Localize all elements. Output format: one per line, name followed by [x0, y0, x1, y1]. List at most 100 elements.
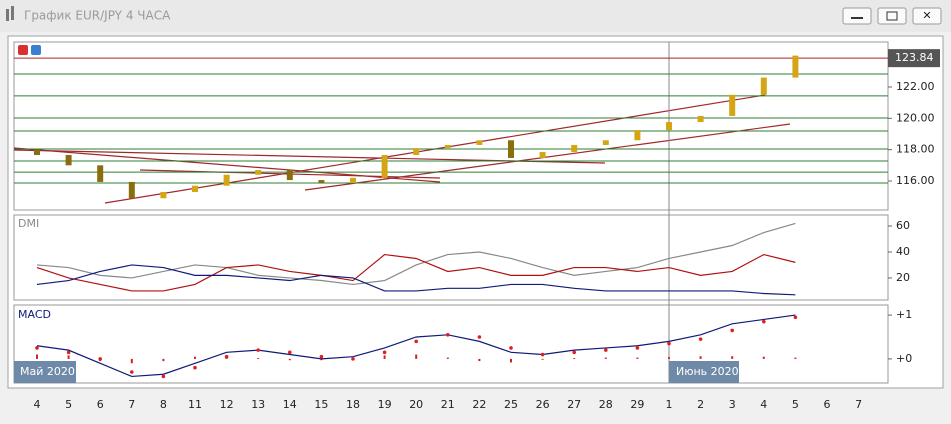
signal-dot	[635, 346, 640, 350]
x-tick-label: 1	[666, 398, 673, 411]
minimize-icon	[851, 17, 863, 19]
histogram-bar	[699, 356, 702, 359]
close-button[interactable]	[912, 7, 942, 25]
x-tick-label: 7	[128, 398, 135, 411]
panel-title: MACD	[18, 308, 51, 321]
signal-dot	[98, 357, 102, 361]
y-tick-label: 20	[896, 271, 910, 284]
signal-dot	[572, 350, 576, 355]
x-tick-label: 2	[697, 398, 704, 411]
x-tick-label: 28	[599, 398, 613, 411]
y-tick-label: 60	[896, 219, 910, 232]
signal-dot	[66, 350, 71, 355]
histogram-bar	[415, 354, 418, 359]
x-tick-label: 19	[378, 398, 392, 411]
x-tick-label: 27	[567, 398, 581, 411]
x-tick-label: 5	[65, 398, 72, 411]
x-tick-label: 8	[160, 398, 167, 411]
series-line	[36, 253, 796, 292]
y-tick-label: 118.00	[896, 143, 935, 156]
candle	[192, 185, 198, 192]
histogram-bar	[541, 358, 544, 360]
period-box	[14, 361, 76, 383]
color-button-blue[interactable]	[31, 45, 41, 55]
x-tick-label: 18	[346, 398, 360, 411]
x-tick-label: 25	[504, 398, 518, 411]
histogram-bar	[383, 355, 386, 359]
candle	[476, 140, 483, 145]
candle	[318, 180, 325, 184]
period-box	[669, 361, 739, 383]
signal-dot	[351, 357, 355, 361]
candle	[381, 154, 388, 178]
restore-button[interactable]	[877, 7, 907, 25]
candle	[729, 94, 736, 116]
last-price-box	[888, 49, 940, 68]
x-tick-label: 15	[314, 398, 328, 411]
signal-dot	[540, 352, 545, 357]
signal-dot	[224, 354, 229, 359]
signal-dot	[477, 335, 482, 339]
color-button-red[interactable]	[18, 45, 28, 55]
histogram-bar	[604, 357, 607, 359]
candle	[97, 165, 104, 182]
x-tick-label: 4	[760, 398, 767, 411]
signal-dot	[698, 337, 703, 341]
candle	[760, 77, 767, 95]
histogram-bar	[162, 358, 165, 362]
signal-dot	[667, 341, 671, 346]
x-tick-label: 4	[34, 398, 41, 411]
signal-dot	[161, 374, 166, 379]
series-line	[36, 264, 796, 296]
candle	[444, 144, 451, 149]
candle	[128, 181, 135, 199]
x-tick-label: 11	[188, 398, 202, 411]
close-icon: ✕	[922, 9, 931, 22]
candle	[602, 140, 609, 145]
candle	[160, 191, 167, 199]
candle	[571, 144, 578, 153]
x-tick-label: 21	[441, 398, 455, 411]
histogram-bar	[794, 357, 797, 359]
candle	[65, 154, 72, 166]
candle	[634, 130, 641, 141]
candle	[666, 122, 672, 131]
histogram-bar	[668, 357, 670, 359]
signal-dot	[35, 346, 39, 350]
candle	[539, 152, 546, 158]
histogram-bar	[762, 356, 765, 359]
histogram-bar	[478, 358, 481, 362]
dmi-panel	[13, 214, 889, 301]
app-icon	[6, 6, 14, 21]
histogram-bar	[257, 358, 260, 359]
x-tick-label: 5	[792, 398, 799, 411]
period-label: Май 2020	[20, 365, 75, 378]
y-tick-label: 120.00	[896, 111, 935, 124]
histogram-bar	[288, 358, 291, 361]
histogram-bar	[446, 357, 449, 359]
series-line	[36, 222, 796, 286]
histogram-bar	[320, 358, 323, 361]
title-bar	[0, 0, 951, 32]
candle	[286, 170, 293, 181]
histogram-bar	[636, 357, 639, 359]
signal-dot	[319, 354, 324, 359]
signal-dot	[288, 350, 292, 355]
histogram-bar	[67, 355, 70, 359]
x-tick-label: 22	[472, 398, 486, 411]
histogram-bar	[573, 358, 576, 359]
restore-icon	[886, 11, 898, 21]
signal-dot	[604, 348, 608, 352]
y-tick-label: 122.00	[896, 80, 935, 93]
histogram-bar	[36, 354, 38, 359]
x-tick-label: 14	[283, 398, 297, 411]
series-line	[36, 314, 796, 378]
minimize-button[interactable]	[842, 7, 872, 25]
x-tick-label: 29	[630, 398, 644, 411]
candle	[413, 148, 420, 155]
y-tick-label: +1	[896, 308, 912, 321]
signal-dot	[509, 346, 513, 350]
y-tick-label: 116.00	[896, 174, 935, 187]
x-tick-label: 13	[251, 398, 265, 411]
period-label: Июнь 2020	[676, 365, 739, 378]
